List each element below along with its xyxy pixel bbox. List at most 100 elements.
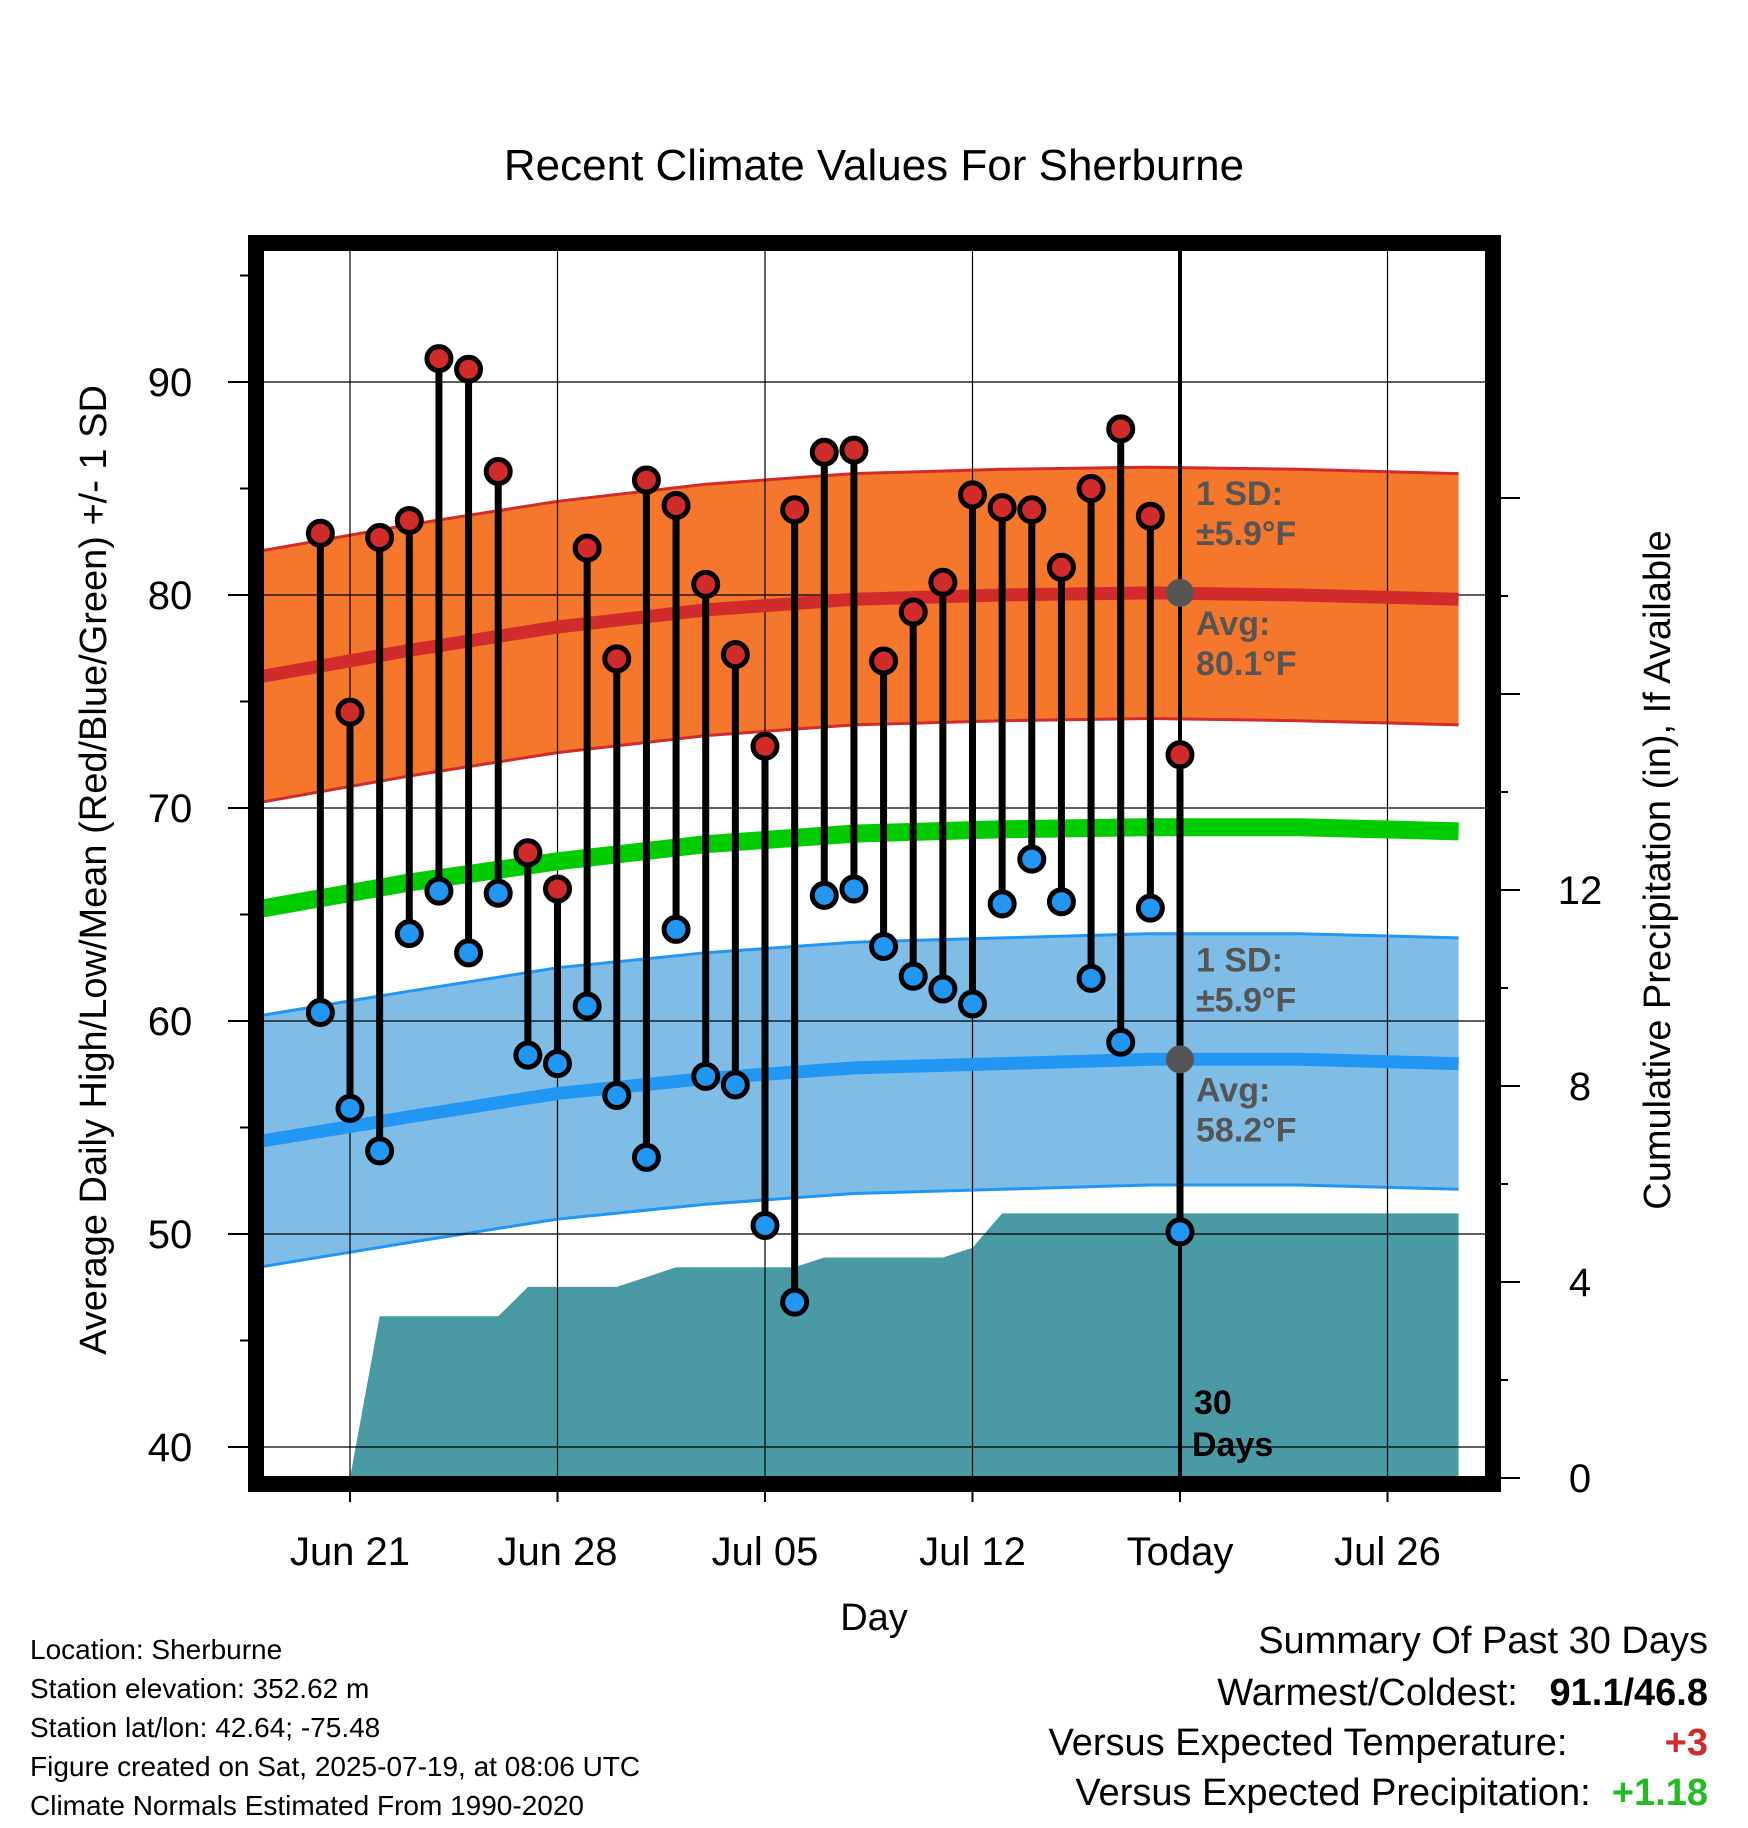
low-point xyxy=(513,1040,543,1070)
low-point xyxy=(750,1210,780,1240)
low-point xyxy=(691,1061,721,1091)
y-tick-label-4: 80 xyxy=(148,574,193,618)
high-point xyxy=(424,344,454,374)
low-point xyxy=(987,889,1017,919)
footer-normals: Climate Normals Estimated From 1990-2020 xyxy=(30,1790,584,1821)
high-point xyxy=(513,838,543,868)
temp-label: Versus Expected Temperature: xyxy=(1048,1722,1568,1764)
high-point xyxy=(987,493,1017,523)
low-avg-line xyxy=(263,1052,1459,1148)
y2-tick-label-2: 8 xyxy=(1569,1065,1591,1109)
high-point xyxy=(1165,740,1195,770)
high-point xyxy=(780,495,810,525)
low-point xyxy=(898,961,928,991)
low-point xyxy=(1106,1027,1136,1057)
y-tick-label-1: 50 xyxy=(148,1213,193,1257)
high-point xyxy=(483,456,513,486)
low-sd-label: 1 SD: xyxy=(1196,942,1283,980)
footer-info: Location: Sherburne Station elevation: 3… xyxy=(30,1630,640,1825)
high-point xyxy=(454,354,484,384)
low-point xyxy=(1046,887,1076,917)
summary-precip: Versus Expected Precipitation: +1.18 xyxy=(1075,1772,1708,1815)
footer-location: Location: Sherburne xyxy=(30,1634,283,1665)
footer-latlon: Station lat/lon: 42.64; -75.48 xyxy=(30,1712,381,1743)
low-point xyxy=(661,914,691,944)
high-point xyxy=(958,480,987,510)
high-sd-label: 1 SD: xyxy=(1196,475,1283,513)
footer-created: Figure created on Sat, 2025-07-19, at 08… xyxy=(30,1751,641,1782)
y2-tick-label-0: 0 xyxy=(1569,1457,1591,1501)
x-tick-label-0: Jun 21 xyxy=(290,1530,410,1574)
y2-axis-label: Cumulative Precipitation (in), If Availa… xyxy=(1637,530,1679,1209)
low-point xyxy=(572,991,602,1021)
summary-temp: Versus Expected Temperature: +3 xyxy=(1049,1722,1708,1765)
high-avg-marker xyxy=(1166,578,1194,607)
summary-warm-cold: Warmest/Coldest: 91.1/46.8 xyxy=(1217,1672,1708,1715)
x-tick-label-1: Jun 28 xyxy=(497,1530,617,1574)
low-point xyxy=(1017,844,1047,874)
temp-value: +3 xyxy=(1664,1722,1708,1764)
plot-frame xyxy=(248,235,1501,1492)
low-avg-value: 58.2°F xyxy=(1196,1111,1297,1149)
x-axis-label: Day xyxy=(840,1597,908,1639)
high-point xyxy=(839,435,869,465)
x-tick-label-4: Today xyxy=(1127,1530,1234,1574)
high-point xyxy=(720,640,750,670)
precip-label: Versus Expected Precipitation: xyxy=(1075,1772,1591,1814)
high-point xyxy=(928,567,958,597)
low-point xyxy=(1135,893,1165,923)
today-days-number: 30 xyxy=(1194,1384,1232,1422)
low-point xyxy=(543,1049,572,1079)
high-point xyxy=(543,874,572,904)
high-avg-label: Avg: xyxy=(1196,605,1270,643)
low-point xyxy=(631,1142,661,1172)
low-sd-value: ±5.9°F xyxy=(1196,982,1296,1020)
low-avg-label: Avg: xyxy=(1196,1071,1270,1109)
low-sd-band xyxy=(263,933,1459,1267)
high-point xyxy=(335,697,365,727)
low-point xyxy=(809,880,839,910)
x-tick-label-2: Jul 05 xyxy=(712,1530,819,1574)
chart-title: Recent Climate Values For Sherburne xyxy=(504,141,1244,190)
high-point xyxy=(394,505,424,535)
low-point xyxy=(602,1081,632,1111)
y2-tick-label-3: 12 xyxy=(1558,869,1603,913)
low-point xyxy=(780,1287,810,1317)
high-point xyxy=(691,569,721,599)
y-tick-label-2: 60 xyxy=(148,1000,193,1044)
low-point xyxy=(839,874,869,904)
high-sd-value: ±5.9°F xyxy=(1196,515,1296,553)
precip-area xyxy=(263,1213,1459,1478)
low-point xyxy=(869,931,899,961)
low-point xyxy=(305,997,335,1027)
low-sd-band-upper xyxy=(263,932,1459,1017)
low-point xyxy=(483,878,513,908)
y-tick-label-3: 70 xyxy=(148,787,193,831)
x-tick-label-3: Jul 12 xyxy=(919,1530,1026,1574)
low-point xyxy=(365,1136,395,1166)
high-point xyxy=(631,465,661,495)
low-sd-band-lower xyxy=(263,1183,1459,1268)
high-point xyxy=(1106,414,1136,444)
high-point xyxy=(602,644,632,674)
high-point xyxy=(661,491,691,521)
axes: Jun 21 Jun 28 Jul 05 Jul 12 Today Jul 26 4 0 50 6… xyxy=(148,274,1603,1574)
high-point xyxy=(1017,495,1047,525)
x-tick-label-5: Jul 26 xyxy=(1334,1530,1441,1574)
high-point xyxy=(809,437,839,467)
low-point xyxy=(335,1093,365,1123)
y2-tick-label-1: 4 xyxy=(1569,1261,1591,1305)
warm-cold-label: Warmest/Coldest: xyxy=(1217,1672,1518,1714)
high-point xyxy=(1076,474,1106,503)
high-point xyxy=(1135,501,1165,531)
y-axis-label: Average Daily High/Low/Mean (Red/Blue/Gr… xyxy=(73,385,115,1355)
low-point xyxy=(1165,1217,1195,1247)
today-days-word: Days xyxy=(1192,1426,1273,1464)
high-point xyxy=(572,533,602,563)
low-point xyxy=(394,919,424,949)
precip-value: +1.18 xyxy=(1611,1772,1708,1814)
high-point xyxy=(750,731,780,761)
low-point xyxy=(424,876,454,906)
low-point xyxy=(1076,963,1106,993)
